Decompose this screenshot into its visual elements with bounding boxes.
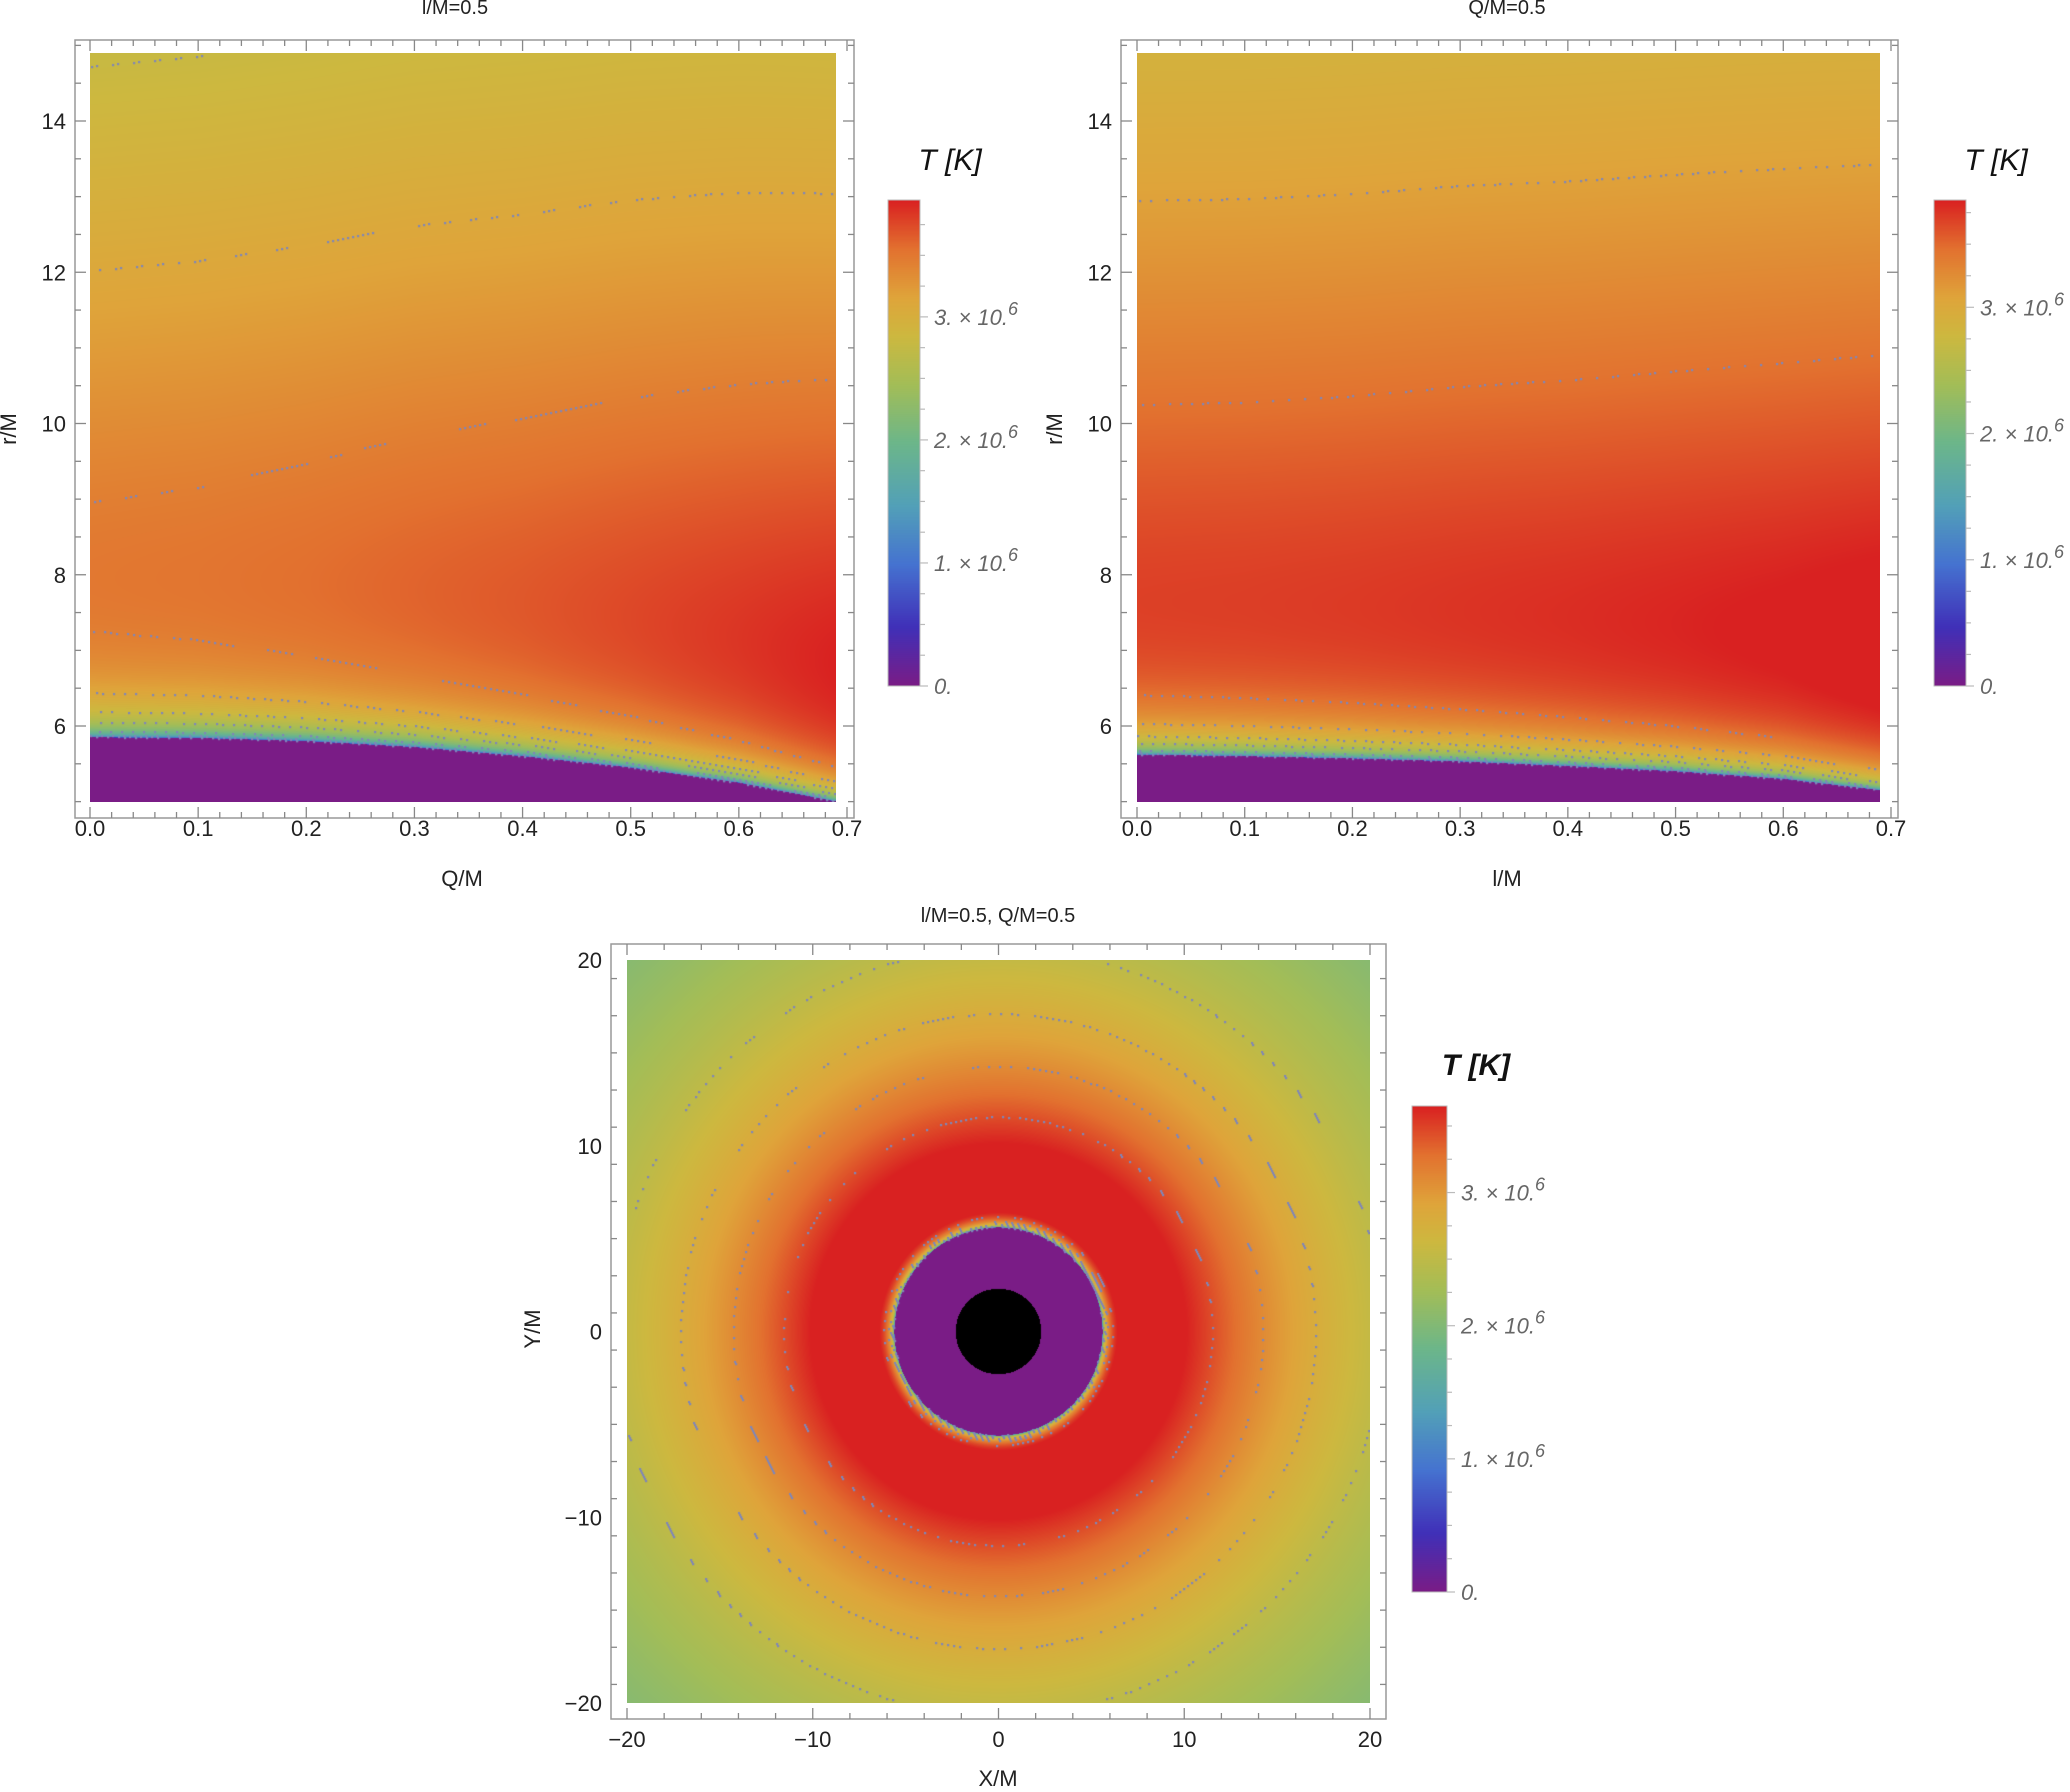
x-axis-label: Q/M — [441, 866, 483, 891]
colorbar-tick-mantissa: 1. × 10. — [934, 551, 1008, 576]
colorbar-tick-mantissa: 1. × 10. — [1980, 548, 2054, 573]
x-tick-label: 0.6 — [724, 816, 755, 841]
colorbar-tick-exponent: 6 — [2054, 542, 2065, 562]
colorbar-title: T [K] — [1442, 1049, 1511, 1082]
y-tick-label: 12 — [1088, 260, 1112, 285]
colorbar-title: T [K] — [918, 144, 982, 177]
y-tick-label: 14 — [42, 109, 66, 134]
colorbar-tick-mantissa: 0. — [1980, 674, 1998, 699]
colorbar-frame — [1933, 199, 1967, 687]
plot-title: l/M=0.5 — [422, 0, 488, 19]
x-tick-label: 0.3 — [399, 816, 430, 841]
colorbar-tick-exponent: 6 — [1535, 1441, 1546, 1461]
colorbar-tick-label: 1. × 10.6 — [934, 545, 1019, 576]
y-axis-label: r/M — [0, 413, 21, 445]
colorbar-tick-exponent: 6 — [1008, 545, 1019, 565]
ticks — [1121, 40, 1898, 818]
x-tick-label: 0.4 — [507, 816, 538, 841]
x-tick-label: 0.6 — [1768, 816, 1799, 841]
colorbar-tick-mantissa: 2. × 10. — [1979, 422, 2054, 447]
x-tick-label: 0.4 — [1553, 816, 1584, 841]
colorbar-left — [888, 200, 920, 686]
colorbar-tick-mantissa: 1. × 10. — [1461, 1447, 1535, 1472]
x-tick-label: 0 — [992, 1727, 1004, 1752]
colorbar-tick-label: 2. × 10.6 — [1460, 1308, 1546, 1339]
x-tick-label: 0.0 — [1122, 816, 1153, 841]
colorbar-tick-mantissa: 0. — [1461, 1580, 1479, 1605]
heatmap-r-vs-charge — [90, 53, 836, 802]
y-tick-label: −20 — [565, 1691, 602, 1716]
y-axis-label: r/M — [1042, 413, 1067, 445]
plot-frame — [610, 943, 1387, 1720]
colorbar-tick-mantissa: 2. × 10. — [1460, 1314, 1535, 1339]
colorbar-tick-exponent: 6 — [1535, 1175, 1546, 1195]
colorbar-frame — [1411, 1105, 1448, 1593]
x-tick-label: 0.7 — [1876, 816, 1907, 841]
colorbar-tick-label: 0. — [934, 674, 952, 699]
colorbar-tick-exponent: 6 — [1008, 422, 1019, 442]
colorbar-tick-label: 1. × 10.6 — [1461, 1441, 1546, 1472]
y-tick-label: 6 — [54, 714, 66, 739]
x-tick-label: 0.5 — [615, 816, 646, 841]
ticks — [611, 944, 1386, 1719]
y-tick-label: 0 — [590, 1320, 602, 1345]
heatmap-r-vs-l — [1137, 53, 1880, 802]
colorbar-title: T [K] — [1964, 144, 2028, 177]
colorbar-right — [1934, 200, 1966, 686]
colorbar-tick-mantissa: 3. × 10. — [1461, 1181, 1535, 1206]
colorbar-tick-label: 2. × 10.6 — [933, 422, 1019, 453]
x-tick-label: −20 — [608, 1727, 645, 1752]
heatmap-disk-xy — [627, 960, 1370, 1703]
x-axis-label: X/M — [978, 1766, 1017, 1791]
y-tick-label: 10 — [578, 1134, 602, 1159]
y-tick-label: 12 — [42, 260, 66, 285]
y-tick-label: 20 — [578, 948, 602, 973]
y-tick-label: 6 — [1100, 714, 1112, 739]
x-tick-label: 0.1 — [1229, 816, 1260, 841]
colorbar-tick-label: 3. × 10.6 — [1461, 1175, 1546, 1206]
y-tick-label: 8 — [54, 563, 66, 588]
colorbar-tick-label: 2. × 10.6 — [1979, 416, 2065, 447]
x-tick-label: −10 — [794, 1727, 831, 1752]
plot-title: Q/M=0.5 — [1468, 0, 1545, 19]
colorbar-tick-label: 3. × 10.6 — [1980, 289, 2065, 320]
colorbar-bottom — [1412, 1106, 1447, 1592]
ticks — [75, 40, 854, 818]
colorbar-tick-label: 3. × 10.6 — [934, 299, 1019, 330]
colorbar-tick-label: 1. × 10.6 — [1980, 542, 2065, 573]
x-tick-label: 0.3 — [1445, 816, 1476, 841]
x-tick-label: 20 — [1358, 1727, 1382, 1752]
y-tick-label: 10 — [42, 412, 66, 437]
x-tick-label: 10 — [1172, 1727, 1196, 1752]
y-tick-label: −10 — [565, 1505, 602, 1530]
plot-frame — [74, 39, 855, 819]
y-tick-label: 10 — [1088, 412, 1112, 437]
colorbar-tick-mantissa: 0. — [934, 674, 952, 699]
colorbar-tick-mantissa: 3. × 10. — [934, 305, 1008, 330]
y-axis-label: Y/M — [520, 1309, 545, 1348]
x-tick-label: 0.0 — [75, 816, 106, 841]
colorbar-tick-exponent: 6 — [1008, 299, 1019, 319]
y-tick-label: 14 — [1088, 109, 1112, 134]
colorbar-frame — [887, 199, 921, 687]
colorbar-tick-exponent: 6 — [1535, 1308, 1546, 1328]
x-tick-label: 0.5 — [1660, 816, 1691, 841]
colorbar-tick-exponent: 6 — [2054, 416, 2065, 436]
colorbar-tick-label: 0. — [1980, 674, 1998, 699]
x-tick-label: 0.2 — [1337, 816, 1368, 841]
x-tick-label: 0.1 — [183, 816, 214, 841]
plot-frame — [1120, 39, 1899, 819]
x-tick-label: 0.7 — [832, 816, 863, 841]
colorbar-tick-label: 0. — [1461, 1580, 1479, 1605]
colorbar-tick-mantissa: 3. × 10. — [1980, 295, 2054, 320]
x-axis-label: l/M — [1492, 866, 1521, 891]
colorbar-tick-exponent: 6 — [2054, 289, 2065, 309]
colorbar-tick-mantissa: 2. × 10. — [933, 428, 1008, 453]
y-tick-label: 8 — [1100, 563, 1112, 588]
x-tick-label: 0.2 — [291, 816, 322, 841]
plot-title: l/M=0.5, Q/M=0.5 — [921, 905, 1076, 927]
